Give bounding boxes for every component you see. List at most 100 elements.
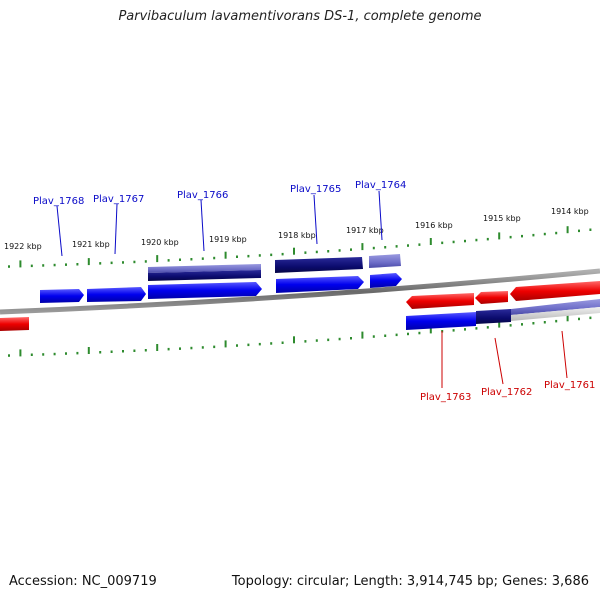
gene-plav-1763[interactable]	[406, 293, 474, 309]
ruler-major-tick	[156, 255, 159, 263]
ruler-major-tick	[361, 331, 364, 339]
ruler-minor-tick	[258, 254, 261, 257]
cds-bar[interactable]	[511, 299, 600, 315]
ruler-minor-tick	[327, 250, 330, 253]
leader-line	[313, 194, 318, 245]
ruler-minor-tick	[338, 337, 341, 341]
ruler-minor-tick	[133, 260, 136, 264]
genome-backbone	[0, 268, 600, 315]
ruler-minor-tick	[452, 240, 455, 244]
ruler-label: 1918 kbp	[278, 231, 316, 240]
gene-plav-1765[interactable]	[276, 276, 364, 293]
ruler-minor-tick	[315, 250, 318, 254]
ruler-major-tick	[498, 232, 501, 240]
ruler-major-tick	[156, 344, 159, 351]
ruler-minor-tick	[281, 341, 284, 344]
ruler-label: 1917 kbp	[346, 226, 384, 235]
gene-label[interactable]: Plav_1768	[33, 196, 84, 207]
ruler-minor-tick	[509, 324, 512, 327]
ruler-minor-tick	[8, 354, 10, 357]
ruler-major-tick	[566, 226, 569, 234]
ruler-minor-tick	[167, 259, 170, 262]
cds-bar[interactable]	[275, 257, 363, 273]
ruler-minor-tick	[578, 229, 580, 233]
ruler-minor-tick	[407, 244, 409, 247]
ruler-minor-tick	[384, 246, 387, 249]
ruler-minor-tick	[53, 352, 56, 356]
leader-line	[200, 199, 205, 252]
gene-plav-1766[interactable]	[148, 282, 262, 299]
gene-label[interactable]: Plav_1766	[177, 190, 228, 201]
ruler-minor-tick	[99, 351, 102, 354]
ruler-minor-tick	[76, 263, 79, 266]
ruler-minor-tick	[110, 350, 113, 353]
gene-label[interactable]: Plav_1765	[290, 184, 341, 195]
gene-left-edge[interactable]	[0, 317, 29, 331]
ruler-major-tick	[19, 260, 22, 268]
leader-line	[114, 203, 118, 255]
gene-plav-1761[interactable]	[510, 281, 600, 301]
cds-bar[interactable]	[476, 309, 511, 324]
gene-label[interactable]: Plav_1764	[355, 180, 406, 191]
ruler-minor-tick	[42, 353, 45, 356]
ruler-minor-tick	[247, 343, 250, 347]
ruler-minor-tick	[315, 339, 318, 342]
gene-label[interactable]: Plav_1762	[481, 387, 532, 398]
ruler-minor-tick	[532, 233, 535, 237]
gene-label[interactable]: Plav_1761	[544, 380, 595, 391]
ruler-major-tick	[87, 258, 90, 266]
cds-bar[interactable]	[369, 254, 401, 268]
ruler-minor-tick	[372, 246, 375, 250]
ruler-minor-tick	[555, 231, 558, 235]
cds-bar[interactable]	[406, 312, 476, 330]
ruler-labels: 1922 kbp 1921 kbp 1920 kbp 1919 kbp 1918…	[4, 207, 589, 251]
ruler-minor-tick	[372, 335, 375, 338]
ruler-minor-tick	[65, 352, 67, 355]
gene-plav-1768[interactable]	[40, 289, 84, 303]
ruler-minor-tick	[270, 342, 273, 345]
ruler-minor-tick	[338, 249, 341, 252]
ruler-major-tick	[224, 340, 227, 348]
ruler-label: 1922 kbp	[4, 242, 42, 251]
ruler-label: 1915 kbp	[483, 214, 521, 223]
ruler-minor-tick	[589, 228, 592, 231]
ruler-minor-tick	[578, 317, 580, 321]
gene-labels: Plav_1768 Plav_1767 Plav_1766 Plav_1765 …	[33, 180, 595, 403]
leader-line	[56, 205, 63, 257]
ruler-minor-tick	[30, 264, 33, 268]
ruler-major-tick	[293, 247, 295, 255]
ruler-minor-tick	[543, 321, 546, 324]
ruler-minor-tick	[201, 257, 204, 260]
ruler-label: 1919 kbp	[209, 235, 247, 244]
inner-ruler	[8, 314, 592, 357]
leader-line	[494, 337, 504, 385]
ruler-minor-tick	[201, 346, 204, 349]
ruler-minor-tick	[464, 239, 466, 243]
accession-text: Accession: NC_009719	[9, 574, 157, 589]
ruler-minor-tick	[532, 322, 535, 325]
gene-label[interactable]: Plav_1763	[420, 392, 471, 403]
ruler-minor-tick	[475, 238, 478, 242]
leader-lines	[56, 190, 568, 388]
ruler-minor-tick	[65, 263, 67, 266]
ruler-minor-tick	[350, 248, 352, 251]
gene-label[interactable]: Plav_1767	[93, 194, 144, 205]
ruler-minor-tick	[53, 263, 56, 267]
cds-bar[interactable]	[511, 307, 600, 321]
gene-plav-1762[interactable]	[475, 291, 508, 304]
ruler-minor-tick	[475, 327, 478, 330]
outer-ruler	[8, 226, 592, 268]
ruler-major-tick	[498, 320, 501, 328]
ruler-minor-tick	[509, 235, 512, 239]
ruler-minor-tick	[42, 264, 45, 267]
ruler-minor-tick	[179, 258, 181, 261]
gene-plav-1767[interactable]	[87, 287, 146, 302]
ruler-minor-tick	[76, 351, 79, 355]
ruler-minor-tick	[236, 255, 238, 258]
ruler-minor-tick	[543, 232, 546, 236]
leader-line	[561, 330, 568, 379]
cds-bar[interactable]	[148, 270, 261, 281]
gene-plav-1764[interactable]	[370, 273, 402, 288]
ruler-minor-tick	[589, 316, 592, 320]
